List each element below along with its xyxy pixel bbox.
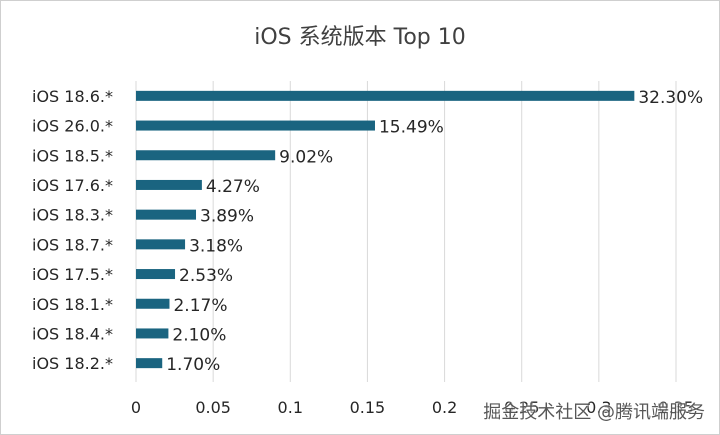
category-label: iOS 17.5.* bbox=[32, 265, 113, 284]
x-tick-label: 0.15 bbox=[350, 398, 386, 417]
category-label: iOS 18.3.* bbox=[32, 206, 113, 225]
category-label: iOS 18.4.* bbox=[32, 324, 113, 343]
bar bbox=[136, 358, 163, 369]
x-tick-label: 0.25 bbox=[504, 398, 540, 417]
data-label: 2.17% bbox=[173, 296, 227, 316]
data-label: 9.02% bbox=[279, 147, 333, 167]
bar bbox=[136, 298, 170, 309]
x-tick-label: 0.1 bbox=[278, 398, 303, 417]
bar bbox=[136, 239, 186, 250]
bar bbox=[136, 150, 276, 161]
bar bbox=[136, 269, 176, 280]
data-label: 3.18% bbox=[189, 236, 243, 256]
bar bbox=[136, 179, 202, 190]
category-label: iOS 17.6.* bbox=[32, 176, 113, 195]
watermark: 掘金技术社区 @腾讯端服务 bbox=[483, 402, 705, 423]
x-tick-label: 0.3 bbox=[586, 398, 611, 417]
bar bbox=[136, 209, 197, 220]
chart-title: iOS 系统版本 Top 10 bbox=[254, 25, 466, 50]
data-label: 3.89% bbox=[200, 207, 254, 227]
data-label: 4.27% bbox=[206, 177, 260, 197]
category-label: iOS 18.5.* bbox=[32, 146, 113, 165]
data-label: 2.53% bbox=[179, 266, 233, 286]
x-tick-label: 0.2 bbox=[432, 398, 457, 417]
x-tick-label: 0 bbox=[131, 398, 141, 417]
category-label: iOS 18.2.* bbox=[32, 354, 113, 373]
category-label: iOS 18.6.* bbox=[32, 87, 113, 106]
bar bbox=[136, 328, 169, 339]
x-tick-label: 0.35 bbox=[658, 398, 694, 417]
category-label: iOS 26.0.* bbox=[32, 117, 113, 136]
x-tick-label: 0.05 bbox=[195, 398, 231, 417]
category-label: iOS 18.7.* bbox=[32, 235, 113, 254]
category-label: iOS 18.1.* bbox=[32, 295, 113, 314]
bar bbox=[136, 120, 375, 131]
data-label: 15.49% bbox=[379, 118, 444, 138]
bar bbox=[136, 90, 635, 101]
data-label: 1.70% bbox=[166, 355, 220, 375]
data-label: 2.10% bbox=[172, 325, 226, 345]
data-label: 32.30% bbox=[638, 88, 703, 108]
